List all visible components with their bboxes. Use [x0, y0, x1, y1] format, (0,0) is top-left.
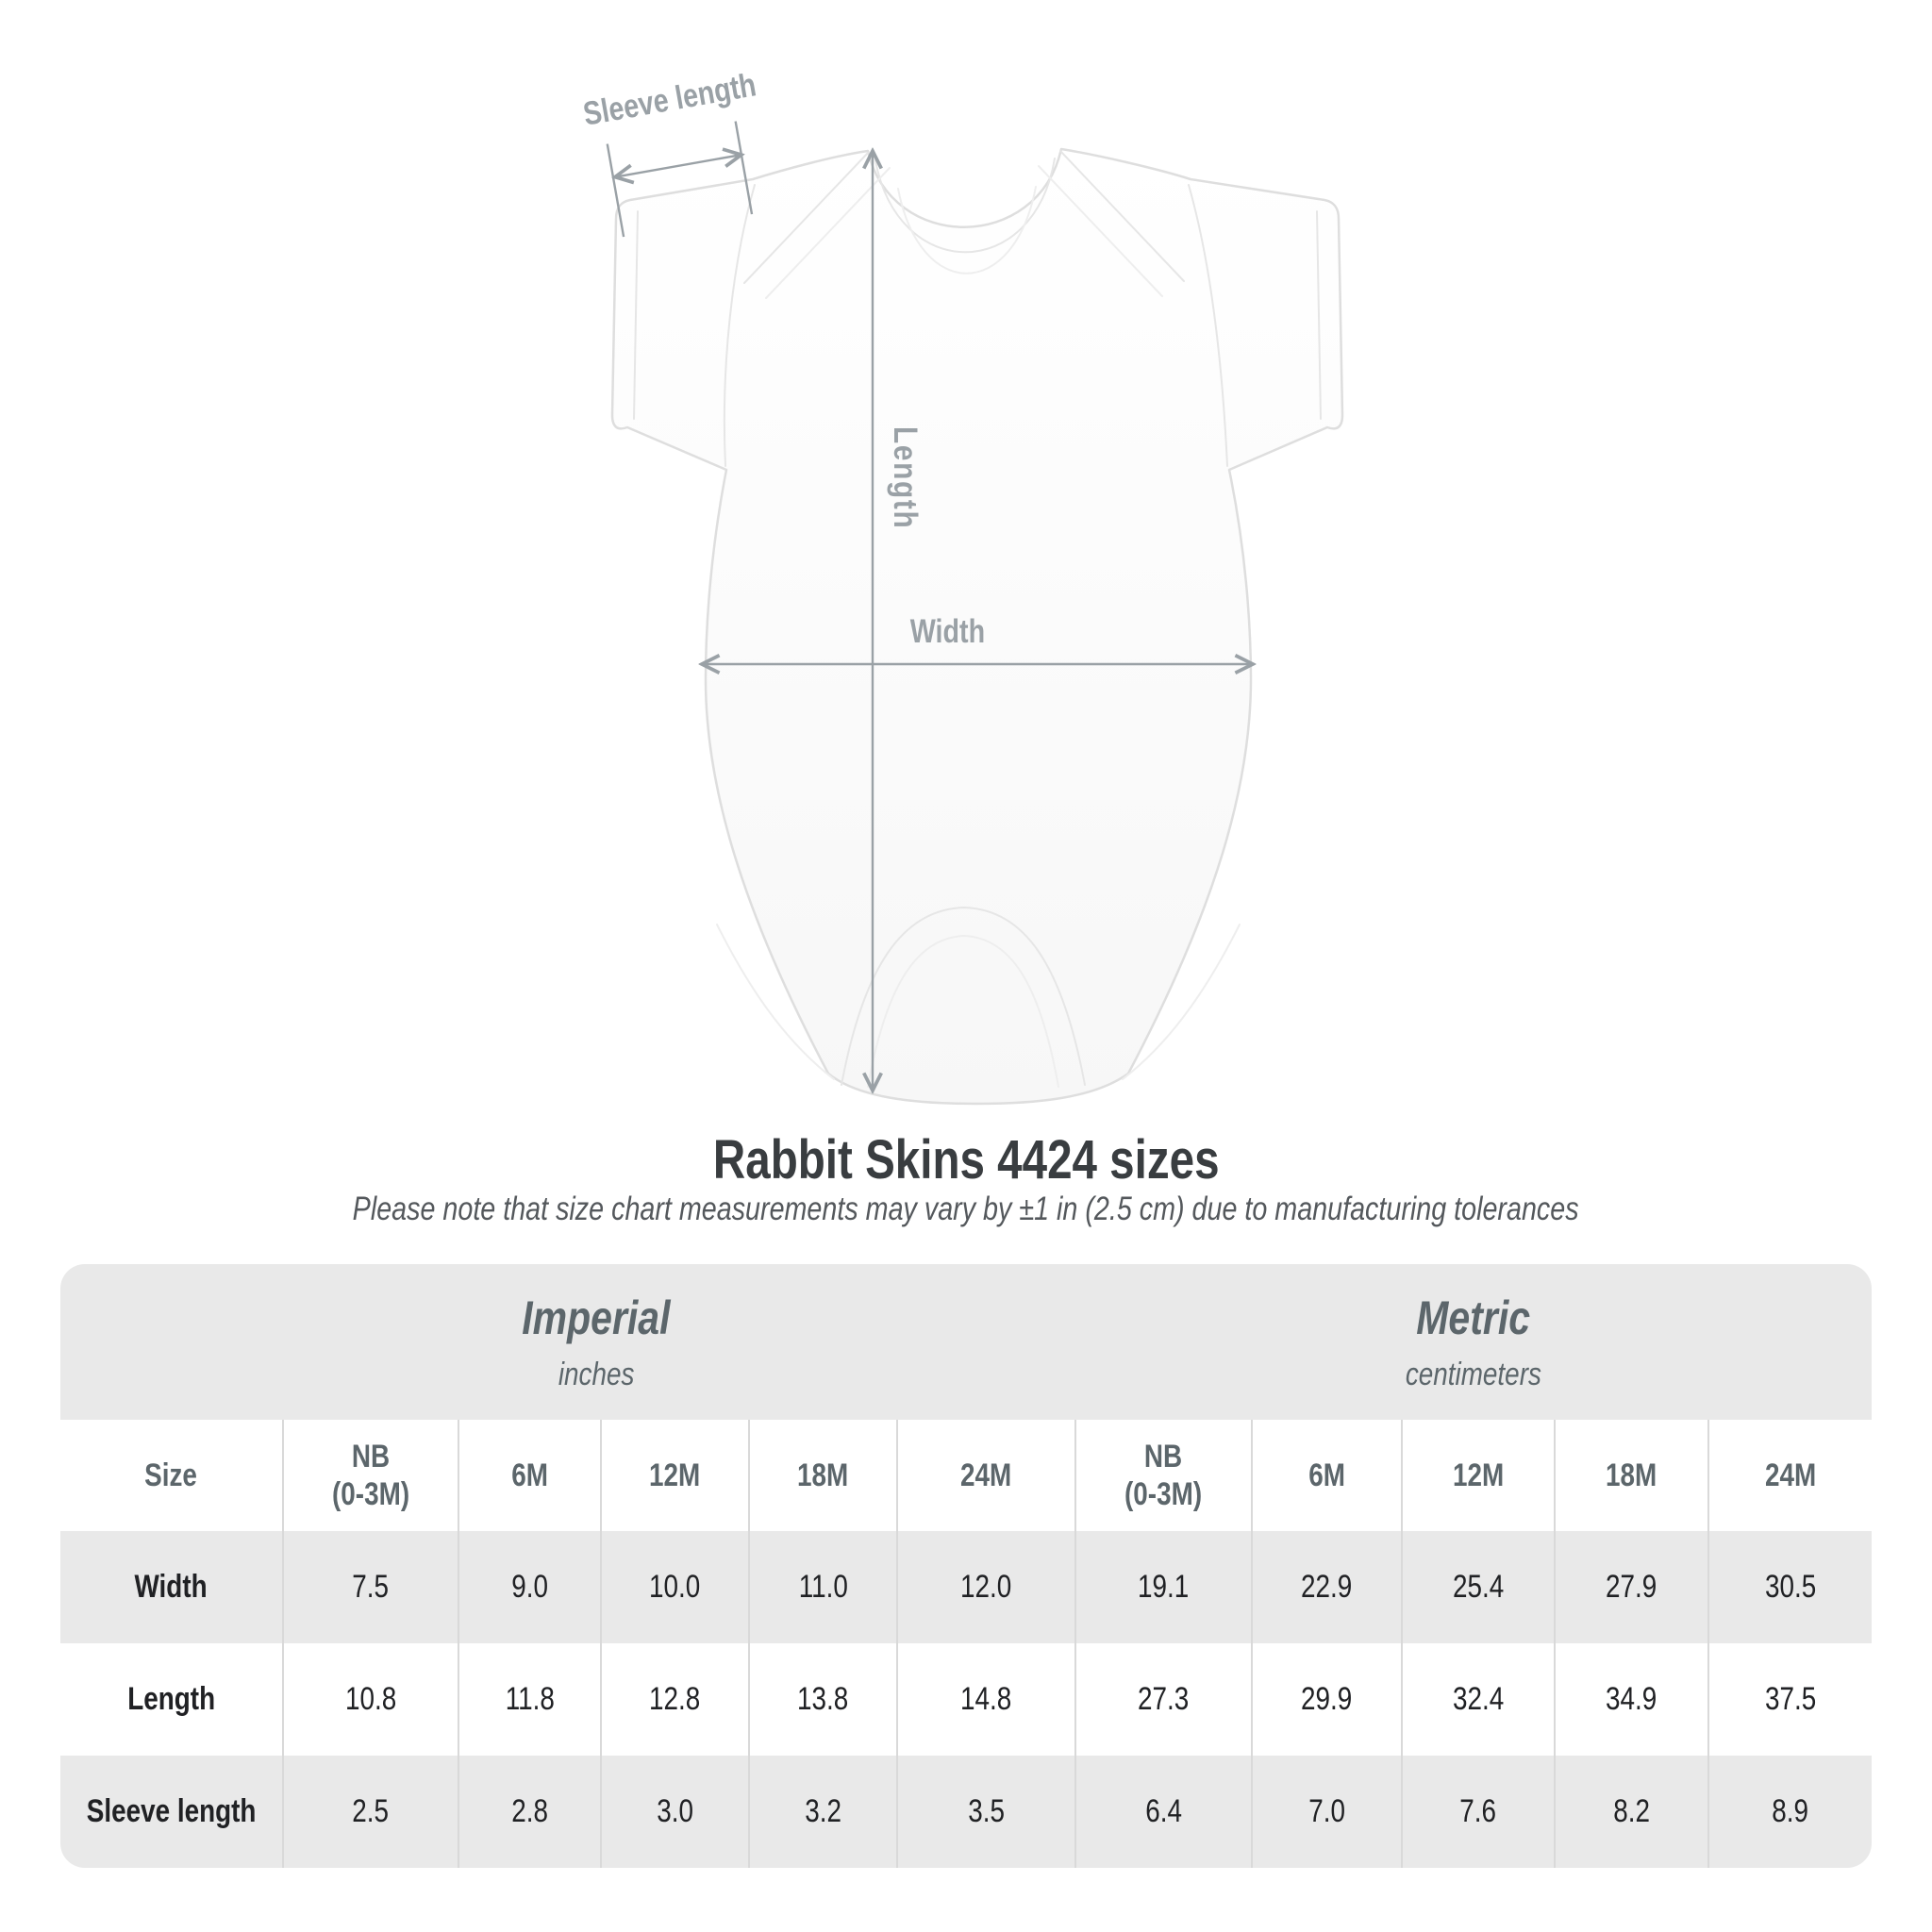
cell-sleeve-24m-metric: 8.9 [1707, 1756, 1872, 1868]
cell-sleeve-12m-imperial: 3.0 [600, 1756, 749, 1868]
length-label: Length [887, 426, 924, 530]
metric-sublabel: centimeters [1405, 1357, 1542, 1392]
onesie-illustration [606, 121, 1344, 1106]
table-row-length: Length 10.8 11.8 12.8 13.8 14.8 27.3 29.… [60, 1643, 1872, 1756]
column-header-24m-metric: 24M [1707, 1420, 1872, 1531]
imperial-sublabel: inches [558, 1357, 635, 1392]
size-table-wrap: Imperial inches Metric centimeters Size … [60, 1264, 1872, 1868]
cell-length-24m-imperial: 14.8 [895, 1643, 1076, 1756]
column-header-nb-metric: NB (0-3M) [1074, 1420, 1253, 1531]
cell-sleeve-12m-metric: 7.6 [1401, 1756, 1556, 1868]
cell-sleeve-24m-imperial: 3.5 [895, 1756, 1076, 1868]
cell-sleeve-18m-metric: 8.2 [1554, 1756, 1709, 1868]
cell-width-12m-metric: 25.4 [1401, 1531, 1556, 1643]
cell-width-24m-imperial: 12.0 [895, 1531, 1076, 1643]
page-subtitle: Please note that size chart measurements… [0, 1191, 1932, 1228]
column-header-18m-metric: 18M [1554, 1420, 1709, 1531]
sleeve-length-arrow [606, 121, 754, 238]
cell-width-nb-imperial: 7.5 [282, 1531, 458, 1643]
imperial-group-header: Imperial inches [60, 1264, 1076, 1420]
metric-group-header: Metric centimeters [1075, 1264, 1872, 1420]
row-label-length: Length [127, 1681, 215, 1717]
cell-sleeve-6m-imperial: 2.8 [458, 1756, 601, 1868]
cell-width-6m-metric: 22.9 [1251, 1531, 1403, 1643]
cell-sleeve-6m-metric: 7.0 [1251, 1756, 1403, 1868]
column-header-12m-metric: 12M [1401, 1420, 1556, 1531]
cell-width-18m-imperial: 11.0 [748, 1531, 897, 1643]
cell-sleeve-nb-imperial: 2.5 [282, 1756, 458, 1868]
cell-length-6m-metric: 29.9 [1251, 1643, 1403, 1756]
product-diagram: Sleeve length Length Width [580, 66, 1344, 1106]
imperial-label: Imperial [522, 1291, 671, 1344]
column-header-12m-imperial: 12M [600, 1420, 749, 1531]
width-label: Width [848, 615, 1046, 648]
column-header-row: Size NB (0-3M) 6M 12M 18M 24M NB (0-3M) 6M… [60, 1420, 1872, 1531]
size-column-header: Size [60, 1420, 283, 1531]
onesie-graphic [610, 147, 1344, 1106]
column-header-nb-imperial: NB (0-3M) [282, 1420, 458, 1531]
cell-length-nb-metric: 27.3 [1074, 1643, 1253, 1756]
size-table: Imperial inches Metric centimeters Size … [60, 1264, 1872, 1868]
cell-sleeve-18m-imperial: 3.2 [748, 1756, 897, 1868]
column-header-6m-imperial: 6M [458, 1420, 601, 1531]
metric-label: Metric [1416, 1291, 1531, 1344]
cell-sleeve-nb-metric: 6.4 [1074, 1756, 1253, 1868]
width-label-text: Width [909, 613, 985, 650]
table-row-sleeve-length: Sleeve length 2.5 2.8 3.0 3.2 3.5 6.4 7.… [60, 1756, 1872, 1868]
cell-width-nb-metric: 19.1 [1074, 1531, 1253, 1643]
column-header-24m-imperial: 24M [895, 1420, 1076, 1531]
cell-width-6m-imperial: 9.0 [458, 1531, 601, 1643]
page-subtitle-text: Please note that size chart measurements… [353, 1191, 1579, 1227]
cell-length-nb-imperial: 10.8 [282, 1643, 458, 1756]
cell-width-12m-imperial: 10.0 [600, 1531, 749, 1643]
page-title-text: Rabbit Skins 4424 sizes [712, 1129, 1220, 1191]
row-label-width: Width [134, 1569, 208, 1605]
dimension-arrows [606, 121, 1253, 1091]
cell-width-24m-metric: 30.5 [1707, 1531, 1872, 1643]
cell-length-18m-metric: 34.9 [1554, 1643, 1709, 1756]
row-label-sleeve-length: Sleeve length [86, 1793, 257, 1829]
unit-group-row: Imperial inches Metric centimeters [60, 1264, 1872, 1420]
cell-length-12m-metric: 32.4 [1401, 1643, 1556, 1756]
column-header-18m-imperial: 18M [748, 1420, 897, 1531]
cell-width-18m-metric: 27.9 [1554, 1531, 1709, 1643]
cell-length-18m-imperial: 13.8 [748, 1643, 897, 1756]
cell-length-24m-metric: 37.5 [1707, 1643, 1872, 1756]
cell-length-6m-imperial: 11.8 [458, 1643, 601, 1756]
length-label-text: Length [887, 426, 924, 530]
column-header-6m-metric: 6M [1251, 1420, 1403, 1531]
cell-length-12m-imperial: 12.8 [600, 1643, 749, 1756]
table-row-width: Width 7.5 9.0 10.0 11.0 12.0 19.1 22.9 2… [60, 1531, 1872, 1643]
page-title: Rabbit Skins 4424 sizes [0, 1133, 1932, 1188]
